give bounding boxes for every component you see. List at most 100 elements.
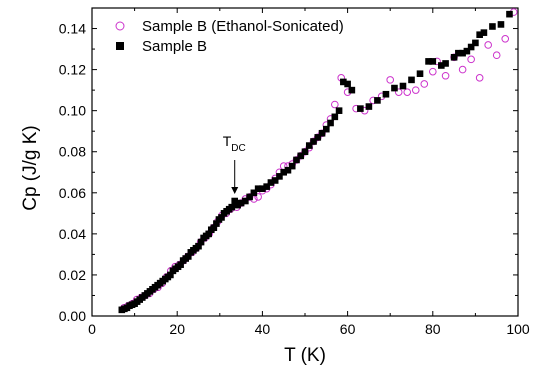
data-point-sample-b — [365, 103, 373, 110]
data-point-sample-b — [205, 230, 213, 238]
data-point-sample-b — [246, 193, 253, 201]
data-point-sample-b — [323, 125, 330, 133]
data-point-sample-b — [382, 90, 390, 98]
data-point-sample-b — [416, 70, 424, 78]
data-point-sample-b — [348, 86, 356, 94]
legend-marker-open-circle — [115, 21, 125, 31]
data-point-sample-b — [301, 148, 309, 156]
data-point-sample-b — [184, 253, 192, 260]
y-tick-label: 0.02 — [59, 267, 86, 283]
x-tick-label: 0 — [88, 321, 96, 337]
y-tick-label: 0.04 — [59, 226, 86, 242]
data-point-sample-b — [254, 185, 262, 192]
data-point-sample-b — [267, 179, 275, 186]
data-point-ethanol-sonicated — [441, 71, 450, 80]
data-point-sample-b — [357, 105, 364, 112]
y-tick-label: 0.08 — [59, 144, 86, 160]
data-point-ethanol-sonicated — [429, 67, 437, 76]
data-point-ethanol-sonicated — [331, 100, 339, 109]
data-point-ethanol-sonicated — [254, 193, 262, 201]
data-point-sample-b — [399, 82, 407, 90]
data-point-sample-b — [271, 177, 279, 184]
data-point-ethanol-sonicated — [403, 88, 412, 96]
data-point-sample-b — [438, 62, 445, 69]
data-points — [118, 8, 518, 314]
data-point-sample-b — [442, 60, 449, 67]
data-point-sample-b — [167, 271, 174, 279]
data-point-sample-b — [213, 220, 220, 227]
y-tick-label: 0.00 — [59, 308, 86, 324]
data-point-sample-b — [391, 84, 398, 92]
data-point-sample-b — [263, 183, 270, 190]
data-point-sample-b — [340, 78, 347, 86]
data-point-sample-b — [197, 238, 205, 246]
annotation-arrow-head — [231, 187, 239, 195]
data-point-sample-b — [231, 197, 239, 205]
data-point-sample-b — [489, 23, 496, 30]
data-point-sample-b — [327, 119, 334, 127]
data-point-ethanol-sonicated — [467, 55, 475, 64]
annotation: TDC — [223, 133, 246, 195]
data-point-sample-b — [467, 43, 475, 51]
data-point-sample-b — [280, 168, 287, 176]
data-point-sample-b — [237, 199, 245, 207]
data-point-sample-b — [425, 58, 432, 65]
data-point-sample-b — [250, 189, 258, 197]
data-point-ethanol-sonicated — [501, 35, 510, 43]
x-tick-label: 40 — [255, 321, 271, 337]
data-point-sample-b — [429, 58, 437, 65]
data-point-sample-b — [177, 261, 184, 268]
data-point-sample-b — [450, 53, 458, 61]
x-tick-label: 60 — [340, 321, 356, 337]
legend: Sample B (Ethanol-Sonicated) Sample B — [115, 18, 344, 55]
data-point-sample-b — [480, 29, 488, 36]
data-point-sample-b — [506, 10, 513, 18]
data-point-ethanol-sonicated — [458, 65, 467, 74]
data-point-sample-b — [259, 185, 266, 192]
data-point-ethanol-sonicated — [394, 88, 403, 96]
data-point-ethanol-sonicated — [484, 41, 492, 49]
legend-entry-label: Sample B — [142, 38, 207, 55]
axes: 0 20 40 60 80 100 0.00 0.02 0.04 0.06 0.08 0.10 0.12… — [59, 8, 530, 337]
data-point-sample-b — [228, 203, 236, 211]
data-point-sample-b — [331, 113, 339, 121]
x-tick-label: 100 — [506, 321, 530, 337]
data-point-ethanol-sonicated — [420, 80, 429, 88]
y-axis-title: Cp (J/g K) — [20, 125, 41, 211]
data-point-sample-b — [318, 129, 326, 137]
legend-marker-filled-square — [116, 42, 124, 50]
data-point-sample-b — [497, 21, 505, 28]
data-point-sample-b — [242, 197, 249, 205]
legend-entry-label: Sample B (Ethanol-Sonicated) — [142, 18, 344, 35]
data-point-sample-b — [218, 214, 225, 221]
data-point-ethanol-sonicated — [386, 76, 395, 84]
data-point-sample-b — [408, 76, 415, 84]
data-point-sample-b — [288, 162, 296, 170]
x-axis-title: T (K) — [284, 345, 326, 366]
data-point-ethanol-sonicated — [475, 74, 484, 82]
data-point-sample-b — [293, 156, 300, 164]
data-point-sample-b — [210, 224, 218, 232]
data-point-sample-b — [476, 31, 483, 38]
data-point-sample-b — [463, 47, 471, 55]
data-point-sample-b — [310, 138, 317, 145]
data-point-ethanol-sonicated — [411, 86, 420, 94]
y-tick-label: 0.06 — [59, 185, 86, 201]
data-point-sample-b — [459, 49, 466, 57]
data-point-sample-b — [195, 242, 202, 250]
annotation-label: TDC — [223, 133, 246, 154]
data-point-sample-b — [335, 107, 343, 114]
data-point-sample-b — [276, 173, 283, 180]
data-point-sample-b — [314, 134, 322, 141]
data-point-sample-b — [234, 201, 241, 209]
data-point-sample-b — [305, 142, 313, 149]
data-point-sample-b — [297, 152, 305, 160]
y-tick-label: 0.12 — [59, 62, 86, 78]
y-tick-label: 0.14 — [59, 21, 86, 37]
x-tick-label: 80 — [425, 321, 441, 337]
data-point-sample-b — [472, 39, 479, 47]
x-tick-label: 20 — [169, 321, 185, 337]
data-point-sample-b — [284, 166, 292, 174]
data-point-ethanol-sonicated — [492, 51, 501, 60]
